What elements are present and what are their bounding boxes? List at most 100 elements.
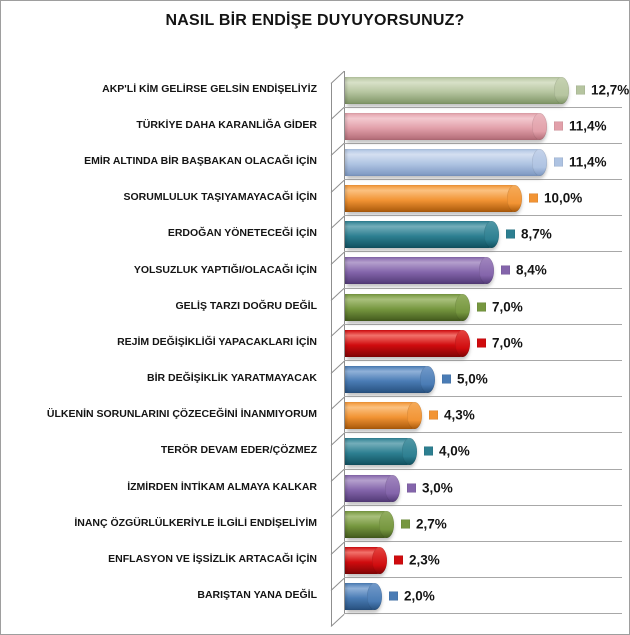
value-marker-icon [554,157,563,167]
value-marker-icon [401,519,410,529]
plot-cell: 7,0% [344,288,622,325]
value-label: 10,0% [544,190,583,206]
bar-cylinder [345,438,417,466]
chart-row: GELİŞ TARZI DOĞRU DEĞİL 7,0% [1,288,622,325]
plot-cell: 5,0% [344,360,622,398]
value-label-group: 4,3% [429,408,475,423]
bar-cylinder [345,221,499,249]
category-axis-back-line [344,71,345,614]
value-marker-icon [477,302,486,312]
bar-cylinder [345,366,435,393]
value-label: 5,0% [457,371,488,387]
value-label-group: 11,4% [554,118,607,133]
value-marker-icon [477,338,486,348]
chart-row: ENFLASYON VE İŞSİZLİK ARTACAĞI İÇİN 2,3% [1,541,622,579]
value-marker-icon [554,121,563,131]
category-label: BARIŞTAN YANA DEĞİL [197,589,317,602]
plot-cell: 10,0% [344,179,622,217]
category-label: AKP'Lİ KİM GELİRSE GELSİN ENDİŞELİYİZ [102,82,317,95]
plot-cell: 7,0% [344,324,622,361]
chart-row: YOLSUZLUK YAPTIĞI/OLACAĞI İÇİN 8,4% [1,251,622,289]
value-label-group: 7,0% [477,335,523,350]
chart-row: ÜLKENİN SORUNLARINI ÇÖZECEĞİNİ İNANMIYOR… [1,397,622,434]
category-label: EMİR ALTINDA BİR BAŞBAKAN OLACAĞI İÇİN [84,154,317,167]
value-label-group: 11,4% [554,154,607,169]
chart-row: İNANÇ ÖZGÜRLÜLKERİYLE İLGİLİ ENDİŞELİYİM… [1,505,622,542]
value-label: 4,3% [444,407,475,423]
plot-cell: 11,4% [344,143,622,181]
category-label: İNANÇ ÖZGÜRLÜLKERİYLE İLGİLİ ENDİŞELİYİM [74,516,317,529]
value-label: 2,7% [416,516,447,532]
value-label-group: 12,7% [576,82,629,97]
chart-row: SORUMLULUK TAŞIYAMAYACAĞI İÇİN 10,0% [1,179,622,217]
chart-row: İZMİRDEN İNTİKAM ALMAYA KALKAR 3,0% [1,469,622,506]
value-label-group: 8,4% [501,263,547,278]
value-marker-icon [389,591,398,601]
category-label: REJİM DEĞİŞİKLİĞİ YAPACAKLARI İÇİN [117,335,317,348]
bar-cylinder [345,510,394,538]
chart-row: AKP'Lİ KİM GELİRSE GELSİN ENDİŞELİYİZ 12… [1,71,629,108]
value-marker-icon [394,555,403,565]
value-label: 11,4% [569,118,607,134]
category-label: YOLSUZLUK YAPTIĞI/OLACAĞI İÇİN [133,263,317,276]
plot-cell: 12,7% [344,71,629,108]
bar-cylinder [345,329,470,357]
category-label: ENFLASYON VE İŞSİZLİK ARTACAĞI İÇİN [108,553,317,566]
value-label: 4,0% [439,443,470,459]
value-label-group: 2,7% [401,516,447,531]
bar-cylinder [345,185,522,213]
chart-row: TERÖR DEVAM EDER/ÇÖZMEZ 4,0% [1,432,622,470]
chart-row: REJİM DEĞİŞİKLİĞİ YAPACAKLARI İÇİN 7,0% [1,324,622,361]
value-label-group: 8,7% [506,227,552,242]
chart-row: TÜRKİYE DAHA KARANLİĞA GİDER 11,4% [1,107,622,144]
chart-row: EMİR ALTINDA BİR BAŞBAKAN OLACAĞI İÇİN 1… [1,143,622,181]
category-label: ÜLKENİN SORUNLARINI ÇÖZECEĞİNİ İNANMIYOR… [46,408,317,421]
value-label: 7,0% [492,335,523,351]
bar-cylinder [345,474,400,502]
value-label-group: 4,0% [424,444,470,459]
value-marker-icon [501,265,510,275]
value-marker-icon [576,85,585,94]
plot-cell: 2,3% [344,541,622,579]
category-label: SORUMLULUK TAŞIYAMAYACAĞI İÇİN [123,191,318,204]
value-label: 12,7% [591,82,630,97]
category-label: İZMİRDEN İNTİKAM ALMAYA KALKAR [127,480,317,493]
value-label-group: 10,0% [529,191,582,206]
bar-cylinder [345,402,422,430]
value-marker-icon [506,229,515,239]
value-label-group: 7,0% [477,299,523,314]
value-label: 11,4% [569,154,607,170]
value-marker-icon [429,410,438,420]
plot-cell: 3,0% [344,469,622,506]
value-marker-icon [424,446,433,456]
plot-cell: 8,7% [344,215,622,253]
bar-cylinder [345,148,547,176]
plot-cell: 4,0% [344,432,622,470]
plot-cell: 2,0% [344,577,622,615]
category-label: GELİŞ TARZI DOĞRU DEĞİL [175,299,317,312]
value-label-group: 5,0% [442,372,488,387]
bar-cylinder [345,112,547,140]
chart-row: ERDOĞAN YÖNETECEĞİ İÇİN 8,7% [1,215,622,253]
value-label-group: 3,0% [407,480,453,495]
value-label: 7,0% [492,299,523,315]
chart-rows: AKP'Lİ KİM GELİRSE GELSİN ENDİŞELİYİZ 12… [1,71,629,615]
bar-cylinder [345,257,494,285]
category-label: TÜRKİYE DAHA KARANLİĞA GİDER [136,118,317,131]
value-label: 2,0% [404,588,435,604]
value-marker-icon [529,193,538,203]
value-label-group: 2,3% [394,552,440,567]
value-label: 8,4% [516,262,547,278]
category-label: TERÖR DEVAM EDER/ÇÖZMEZ [160,444,317,457]
plot-cell: 8,4% [344,251,622,289]
category-label: ERDOĞAN YÖNETECEĞİ İÇİN [167,227,317,240]
bar-cylinder [345,76,569,104]
bar-cylinder [345,546,387,574]
value-marker-icon [407,483,416,493]
chart-title: NASIL BİR ENDİŞE DUYUYORSUNUZ? [165,12,465,29]
category-axis-front-line [331,83,332,626]
value-label: 3,0% [422,480,453,496]
axis-3d-tick [330,613,345,627]
chart-row: BİR DEĞİŞİKLİK YARATMAYACAK 5,0% [1,360,622,398]
